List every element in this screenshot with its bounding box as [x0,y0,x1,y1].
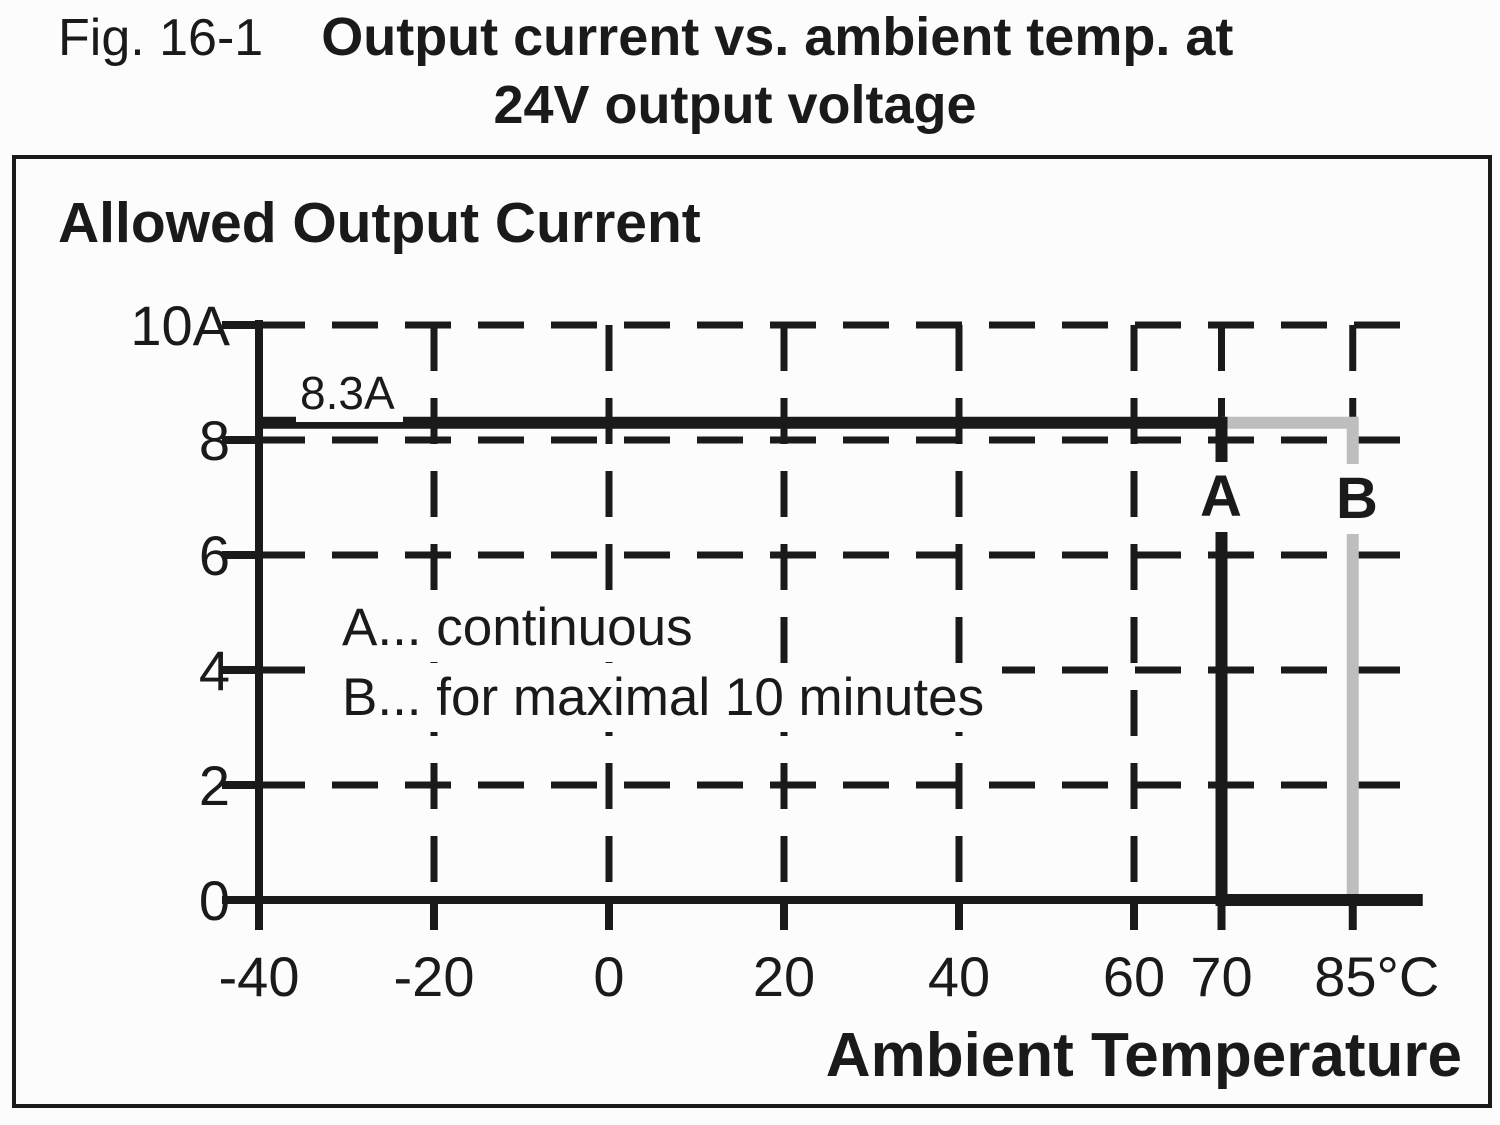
x-axis-title: Ambient Temperature [825,1021,1462,1090]
figure-number: Fig. 16-1 [58,9,264,67]
chart-title: Allowed Output Current [58,191,701,255]
max-current-annotation: 8.3A [296,364,403,422]
x-tick-label: 0 [593,945,624,1008]
legend-entry-a: A... continuous [332,594,711,662]
figure-title-text-line2: 24V output voltage [493,75,977,135]
series-a-label: A [1186,462,1256,532]
series-b-line [1221,416,1359,900]
figure-title: Fig. 16-1 Output current vs. ambient tem… [58,6,1233,68]
chart-frame [12,155,1492,1108]
y-tick-label: 6 [199,524,230,587]
figure-title-text: Output current vs. ambient temp. at [321,7,1234,67]
y-tick-label: 0 [199,869,230,932]
x-tick-label: 70 [1190,945,1252,1008]
x-tick-label: 20 [753,945,815,1008]
series-b-label: B [1322,464,1392,534]
y-tick-label: 8 [199,409,230,472]
y-tick-label: 2 [199,754,230,817]
y-tick-label: 10A [130,294,230,357]
y-tick-label: 4 [199,639,230,702]
x-tick-label: 40 [928,945,990,1008]
x-tick-label: 60 [1103,945,1165,1008]
legend: A... continuous B... for maximal 10 minu… [332,594,1003,734]
x-tick-label: -20 [394,945,475,1008]
x-tick-label: -40 [219,945,300,1008]
legend-entry-b: B... for maximal 10 minutes [332,664,1003,732]
x-tick-label: 85°C [1314,945,1439,1008]
